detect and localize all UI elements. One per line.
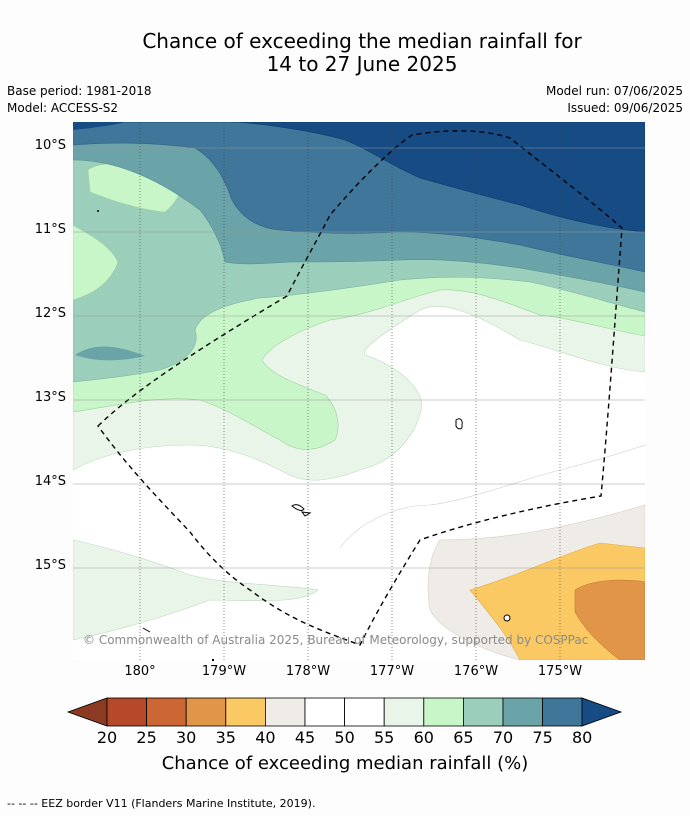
colorbar-swatch: [304, 697, 345, 727]
colorbar-tick-label: 45: [294, 728, 316, 747]
issued-text: Issued: 09/06/2025: [567, 101, 683, 115]
colorbar-swatch: [264, 697, 306, 727]
colorbar-tick-label: 55: [374, 728, 395, 747]
gridlines: [73, 122, 645, 660]
colorbar-swatch: [344, 697, 385, 727]
rainfall-contours: [73, 122, 645, 660]
lat-label-11s: 11°S: [34, 222, 66, 237]
colorbar-tick-label: 20: [96, 728, 118, 747]
model-text: Model: ACCESS-S2: [7, 101, 119, 115]
map-title: Chance of exceeding the median rainfall …: [0, 30, 690, 76]
colorbar-tick-label: 25: [136, 728, 157, 747]
lon-label-178w: 178°W: [285, 664, 331, 679]
colorbar-tick-label: 65: [453, 728, 474, 747]
base-period-text: Base period: 1981-2018: [7, 84, 152, 98]
colorbar-low-arrow: [66, 697, 108, 727]
colorbar-swatch: [462, 697, 504, 727]
colorbar-swatch: [225, 697, 266, 727]
colorbar-tick-label: 50: [334, 728, 355, 747]
colorbar-tick-label: 80: [572, 728, 593, 747]
title-line-2: 14 to 27 June 2025: [266, 52, 458, 76]
colorbar-tick-label: 75: [532, 728, 553, 747]
colorbar-swatch: [383, 697, 425, 727]
colorbar: [66, 697, 623, 727]
lon-label-176w: 176°W: [453, 664, 499, 679]
lat-label-15s: 15°S: [34, 558, 66, 573]
lon-label-175w: 175°W: [537, 664, 583, 679]
colorbar-swatch: [423, 697, 464, 727]
lon-label-180: 180°: [124, 664, 156, 679]
title-line-1: Chance of exceeding the median rainfall …: [142, 29, 582, 53]
colorbar-title: Chance of exceeding median rainfall (%): [161, 753, 529, 774]
lat-label-10s: 10°S: [34, 138, 66, 153]
colorbar-tick-label: 70: [492, 728, 514, 747]
model-run-text: Model run: 07/06/2025: [545, 84, 683, 98]
lon-label-179w: 179°W: [201, 664, 247, 679]
colorbar-tick-label: 60: [413, 728, 434, 747]
colorbar-swatch: [106, 697, 147, 727]
lon-label-177w: 177°W: [369, 664, 415, 679]
colorbar-high-arrow: [581, 697, 623, 727]
colorbar-swatch: [502, 697, 543, 727]
colorbar-tick-label: 30: [176, 728, 197, 747]
colorbar-swatch: [146, 697, 187, 727]
eez-border: [97, 130, 623, 646]
footer-note: -- -- -- EEZ border V11 (Flanders Marine…: [7, 797, 316, 810]
lat-label-12s: 12°S: [34, 306, 66, 321]
copyright-text: © Commonwealth of Australia 2025, Bureau…: [83, 633, 589, 647]
colorbar-swatch: [185, 697, 227, 727]
meta-right: Model run: 07/06/2025 Issued: 09/06/2025: [546, 83, 683, 117]
colorbar-swatch: [542, 697, 583, 727]
lat-label-14s: 14°S: [34, 474, 66, 489]
lat-label-13s: 13°S: [34, 390, 66, 405]
meta-left: Base period: 1981-2018 Model: ACCESS-S2: [7, 83, 152, 117]
colorbar-tick-label: 40: [255, 728, 276, 747]
colorbar-tick-label: 35: [215, 728, 236, 747]
